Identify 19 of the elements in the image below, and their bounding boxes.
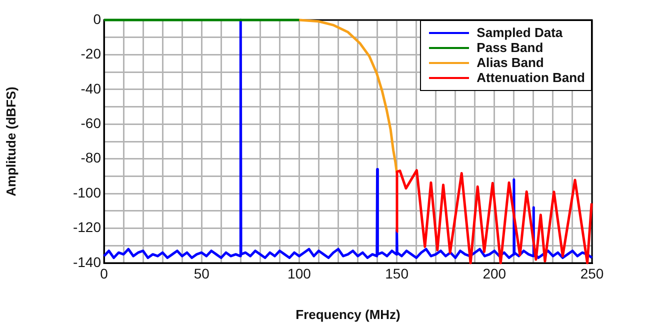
x-tick-label: 200 [482,265,506,282]
x-tick-label: 100 [288,265,312,282]
x-axis-title: Frequency (MHz) [296,306,400,322]
legend-label: Sampled Data [476,25,563,40]
legend-label: Pass Band [476,40,544,55]
y-axis-title: Amplitude (dBFS) [3,86,18,196]
x-tick-label: 150 [385,265,409,282]
y-tick-label: -60 [80,115,102,131]
y-tick-label: -80 [80,150,102,166]
legend-label: Attenuation Band [476,70,585,85]
x-tick-label: 250 [580,265,604,282]
x-tick-label: 50 [194,265,210,282]
y-tick-label: -20 [80,46,102,62]
y-tick-label: -100 [72,184,102,200]
y-tick-label: -120 [72,219,102,236]
y-tick-label: -140 [72,254,102,270]
y-tick-label: 0 [93,10,102,27]
y-tick-label: -40 [80,80,102,96]
legend-label: Alias Band [476,55,544,70]
